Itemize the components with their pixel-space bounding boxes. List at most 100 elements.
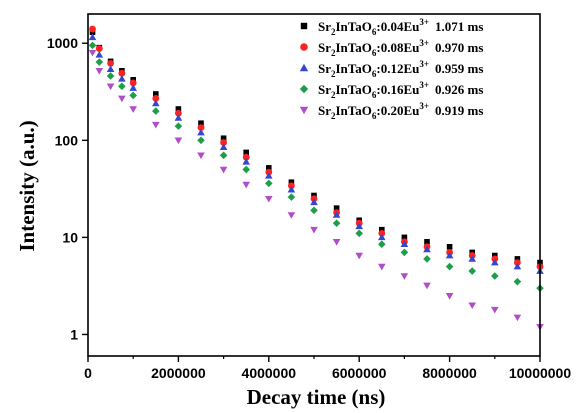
data-point xyxy=(129,79,137,87)
data-point xyxy=(107,59,114,67)
data-point xyxy=(220,139,228,146)
x-tick-label: 0 xyxy=(84,365,92,381)
data-point xyxy=(175,106,182,112)
legend-name-sub1: 2 xyxy=(331,90,336,100)
series-4 xyxy=(88,41,544,292)
data-point xyxy=(197,124,205,132)
legend-lifetime: 0.926 ms xyxy=(435,82,483,97)
legend-item-5: Sr2InTaO6:0.20Eu3+ 0.919 ms xyxy=(299,101,483,121)
data-point xyxy=(152,121,160,129)
data-point xyxy=(424,239,430,245)
legend-name-sub2: 6 xyxy=(372,27,377,37)
data-point xyxy=(445,262,454,271)
legend-marker xyxy=(299,106,309,115)
data-point xyxy=(468,302,476,310)
data-point xyxy=(514,256,521,262)
data-point xyxy=(310,226,318,234)
data-point xyxy=(378,229,386,237)
legend-name-sup: 3+ xyxy=(419,17,429,27)
legend-item-2: Sr2InTaO6:0.08Eu3+ 0.970 ms xyxy=(300,38,483,58)
legend-name-sub2: 6 xyxy=(372,48,377,58)
data-point xyxy=(265,195,273,203)
legend-name-dopant: :0.12Eu xyxy=(376,61,419,76)
legend-marker xyxy=(299,63,309,72)
data-point xyxy=(153,91,159,97)
legend-name-sub2: 6 xyxy=(372,69,377,79)
legend-name-sub1: 2 xyxy=(331,27,336,37)
data-point xyxy=(491,272,499,280)
legend-label: Sr2InTaO6:0.08Eu3+ 0.970 ms xyxy=(318,38,483,58)
data-point xyxy=(174,137,183,145)
data-point xyxy=(197,136,205,145)
legend-label: Sr2InTaO6:0.20Eu3+ 0.919 ms xyxy=(318,101,483,121)
data-point xyxy=(333,205,340,211)
legend-name-mid: InTaO xyxy=(336,61,372,76)
data-point xyxy=(378,233,386,241)
data-point xyxy=(152,95,160,102)
data-point xyxy=(220,135,227,142)
data-point xyxy=(513,314,522,322)
data-point xyxy=(513,262,522,270)
legend-label: Sr2InTaO6:0.16Eu3+ 0.926 ms xyxy=(318,80,483,100)
y-tick-label: 1000 xyxy=(47,35,78,51)
data-point xyxy=(310,198,318,206)
legend-name-base: Sr xyxy=(318,82,331,97)
legend-name-mid: InTaO xyxy=(336,40,372,55)
data-point xyxy=(118,75,126,82)
legend-name-mid: InTaO xyxy=(336,19,372,34)
data-point xyxy=(266,165,272,171)
data-point xyxy=(423,282,431,290)
y-axis: 1 10 100 1000 xyxy=(47,35,88,342)
data-point xyxy=(174,114,183,121)
data-point xyxy=(175,109,182,117)
x-tick-label: 8000000 xyxy=(422,365,477,381)
legend-name-mid: InTaO xyxy=(336,82,372,97)
legend-name-sub1: 2 xyxy=(331,48,336,58)
legend-item-1: Sr2InTaO6:0.04Eu3+ 1.071 ms xyxy=(300,17,483,37)
data-point xyxy=(106,83,115,91)
data-point xyxy=(379,226,385,233)
data-point xyxy=(89,25,96,33)
legend-name-sup: 3+ xyxy=(419,59,429,69)
data-point xyxy=(468,255,476,262)
data-point xyxy=(95,67,104,75)
data-point xyxy=(265,172,273,179)
legend-name-sup: 3+ xyxy=(419,80,429,90)
legend-name-dopant: :0.16Eu xyxy=(376,82,419,97)
data-point xyxy=(174,122,183,130)
data-point xyxy=(468,267,476,275)
data-point xyxy=(400,248,409,257)
legend-label: Sr2InTaO6:0.12Eu3+ 0.959 ms xyxy=(318,59,483,79)
legend-name-mid: InTaO xyxy=(336,103,372,118)
data-point xyxy=(491,258,499,266)
data-point xyxy=(446,243,453,250)
y-tick-label: 10 xyxy=(62,229,78,245)
data-point xyxy=(514,259,521,266)
legend-marker xyxy=(300,43,308,51)
data-point xyxy=(88,33,97,41)
data-point xyxy=(332,239,341,246)
data-point xyxy=(106,65,115,73)
data-point xyxy=(242,181,250,189)
x-axis-title: Decay time (ns) xyxy=(247,385,386,409)
legend-name-sub2: 6 xyxy=(372,90,377,100)
legend-name-dopant: :0.08Eu xyxy=(376,40,419,55)
data-point xyxy=(152,99,160,107)
x-tick-label: 10000000 xyxy=(509,365,572,381)
data-point xyxy=(129,84,137,91)
legend-name-sub2: 6 xyxy=(372,111,377,121)
data-point xyxy=(378,263,386,271)
legend-name-base: Sr xyxy=(318,103,331,118)
y-axis-title: Intensity (a.u.) xyxy=(15,120,39,251)
data-point xyxy=(445,251,454,259)
x-axis: 0 2000000 4000000 6000000 8000000 10000000 xyxy=(84,356,572,381)
legend-item-3: Sr2InTaO6:0.12Eu3+ 0.959 ms xyxy=(299,59,483,79)
data-point xyxy=(118,82,126,91)
data-point xyxy=(491,306,499,314)
x-tick-label: 6000000 xyxy=(332,365,387,381)
data-point xyxy=(287,193,296,201)
data-point xyxy=(288,182,295,190)
data-point xyxy=(423,245,431,253)
data-point xyxy=(287,185,296,193)
